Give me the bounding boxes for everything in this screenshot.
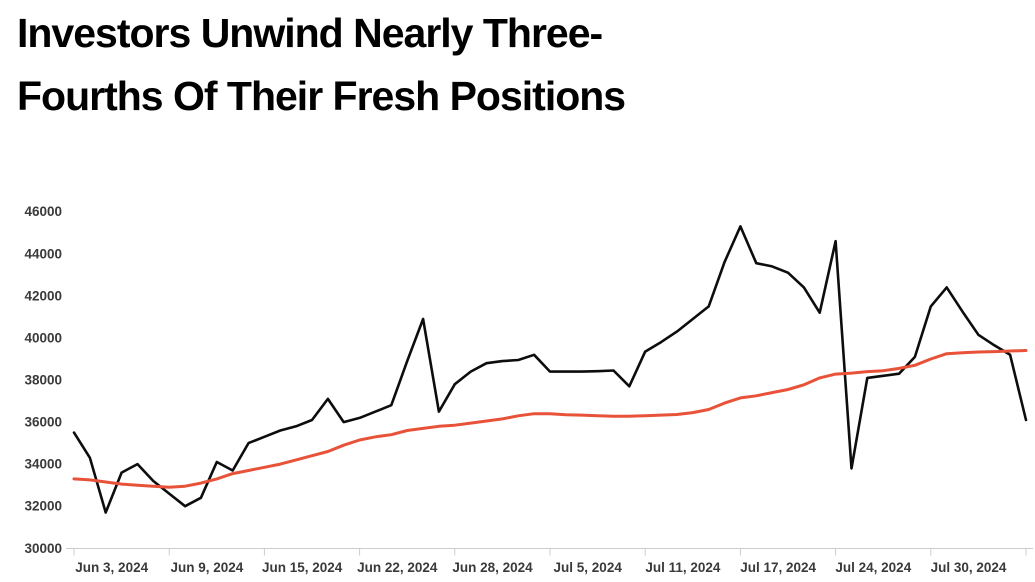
orange-line bbox=[72, 349, 1028, 489]
y-tick-label: 32000 bbox=[24, 499, 62, 514]
y-tick-label: 36000 bbox=[24, 415, 62, 430]
chart-title-line-2: Fourths Of Their Fresh Positions bbox=[17, 73, 626, 119]
y-tick-label: 44000 bbox=[24, 246, 62, 261]
x-tick-label: Jul 30, 2024 bbox=[931, 560, 1007, 575]
x-tick-label: Jun 15, 2024 bbox=[262, 560, 343, 575]
y-tick-label: 38000 bbox=[24, 373, 62, 388]
y-tick-label: 40000 bbox=[24, 330, 62, 345]
y-tick-label: 30000 bbox=[24, 541, 62, 556]
x-tick-label: Jul 5, 2024 bbox=[554, 560, 623, 575]
x-tick-label: Jun 28, 2024 bbox=[452, 560, 533, 575]
x-tick-label: Jul 11, 2024 bbox=[645, 560, 721, 575]
black-line bbox=[72, 225, 1028, 514]
y-tick-label: 46000 bbox=[24, 204, 62, 219]
chart-title-line-1: Investors Unwind Nearly Three- bbox=[17, 10, 603, 56]
y-tick-label: 34000 bbox=[24, 457, 62, 472]
x-tick-label: Jul 24, 2024 bbox=[835, 560, 911, 575]
x-tick-label: Jun 3, 2024 bbox=[75, 560, 148, 575]
x-tick-label: Jul 17, 2024 bbox=[740, 560, 816, 575]
x-tick-label: Jun 9, 2024 bbox=[171, 560, 244, 575]
x-tick-label: Jun 22, 2024 bbox=[357, 560, 438, 575]
chart-title: Investors Unwind Nearly Three- Fourths O… bbox=[17, 2, 626, 128]
y-tick-label: 42000 bbox=[24, 288, 62, 303]
